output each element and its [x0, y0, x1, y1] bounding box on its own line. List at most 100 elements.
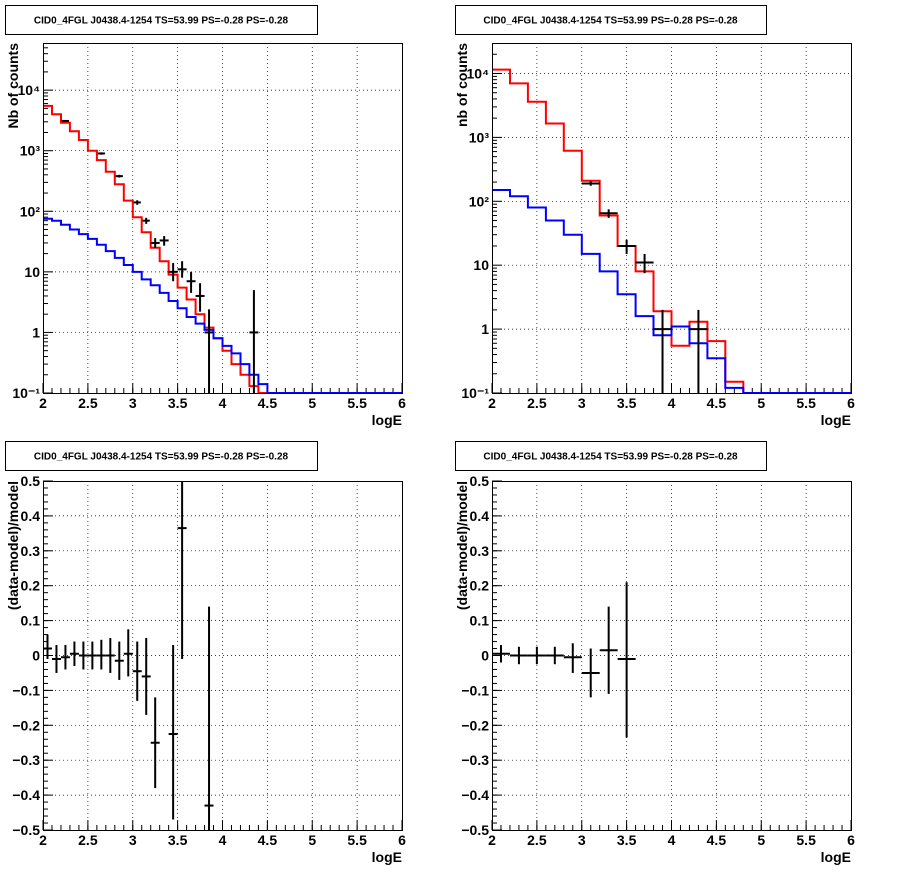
- data-point: [141, 638, 151, 715]
- x-tick-label: 2: [488, 832, 496, 848]
- x-tick-label: 3: [578, 395, 586, 411]
- x-tick-label: 3: [578, 832, 586, 848]
- data-point: [114, 641, 124, 680]
- data-point: [249, 290, 259, 393]
- data-point: [177, 481, 187, 659]
- data-point: [617, 239, 636, 254]
- chart-title: CID0_4FGL J0438.4-1254 TS=53.99 PS=-0.28…: [483, 16, 738, 27]
- y-tick-label: 10³: [469, 129, 490, 145]
- y-tick-label: −0.3: [12, 752, 40, 768]
- data-point: [186, 271, 196, 293]
- y-tick-label: 0.4: [470, 508, 490, 524]
- chart-panel-2: CID0_4FGL J0438.4-1254 TS=53.99 PS=-0.28…: [454, 5, 855, 428]
- y-tick-label: −0.2: [461, 717, 489, 733]
- data-point: [635, 253, 654, 274]
- data-point: [492, 645, 510, 663]
- data-point: [61, 119, 70, 122]
- x-tick-label: 2.5: [527, 832, 547, 848]
- y-tick-label: 0.3: [470, 543, 490, 559]
- data-point: [78, 641, 88, 670]
- y-tick-label: 10⁻¹: [12, 385, 40, 401]
- x-tick-label: 4: [219, 395, 227, 411]
- y-tick-label: 10⁴: [18, 82, 41, 98]
- data-point: [142, 217, 150, 224]
- chart-panel-3: CID0_4FGL J0438.4-1254 TS=53.99 PS=-0.28…: [5, 441, 406, 865]
- data-point: [150, 238, 160, 248]
- x-tick-label: 5.5: [796, 832, 816, 848]
- x-tick-label: 5.5: [347, 832, 367, 848]
- x-tick-label: 3: [129, 395, 137, 411]
- x-tick-label: 3.5: [617, 395, 637, 411]
- x-tick-label: 2.5: [527, 395, 547, 411]
- x-tick-label: 2.5: [78, 832, 98, 848]
- data-point: [599, 209, 618, 218]
- chart-title-box: [5, 441, 318, 471]
- y-tick-label: 10³: [20, 143, 41, 159]
- y-tick-label: −0.3: [461, 752, 489, 768]
- y-tick-label: −0.1: [461, 682, 489, 698]
- y-tick-label: 0.2: [470, 578, 490, 594]
- plot-frame: [43, 481, 403, 831]
- x-tick-label: 4.5: [707, 832, 727, 848]
- x-tick-label: 3.5: [168, 395, 188, 411]
- chart-title: CID0_4FGL J0438.4-1254 TS=53.99 PS=-0.28…: [34, 16, 289, 27]
- chart-title: CID0_4FGL J0438.4-1254 TS=53.99 PS=-0.28…: [34, 452, 289, 463]
- x-tick-label: 2.5: [78, 395, 98, 411]
- x-tick-label: 6: [847, 832, 855, 848]
- y-axis-title: (data-model)/model: [5, 481, 21, 610]
- x-axis-title: logE: [372, 412, 402, 428]
- chart-title-box: [455, 441, 767, 471]
- y-tick-label: 10⁻¹: [461, 385, 489, 401]
- chart-title: CID0_4FGL J0438.4-1254 TS=53.99 PS=-0.28…: [483, 452, 738, 463]
- y-tick-label: 0.1: [470, 613, 490, 629]
- x-tick-label: 4: [668, 832, 676, 848]
- data-point: [150, 697, 160, 789]
- data-point: [133, 200, 141, 205]
- x-tick-label: 4: [219, 832, 227, 848]
- y-tick-label: 1: [481, 321, 489, 337]
- chart-title-box: [5, 5, 318, 35]
- plot-frame: [43, 43, 403, 394]
- data-point: [69, 641, 79, 666]
- y-tick-label: −0.4: [461, 787, 489, 803]
- data-point: [204, 606, 214, 830]
- data-point: [689, 309, 708, 393]
- y-tick-label: 0: [32, 648, 40, 664]
- y-tick-label: −0.4: [12, 787, 40, 803]
- x-tick-label: 6: [398, 832, 406, 848]
- y-tick-label: −0.2: [12, 717, 40, 733]
- data-point: [581, 181, 600, 186]
- data-point: [527, 646, 546, 665]
- x-tick-label: 5: [308, 395, 316, 411]
- y-tick-label: 0.2: [21, 578, 41, 594]
- data-point: [653, 309, 672, 393]
- data-point: [563, 643, 582, 673]
- data-point: [195, 283, 205, 312]
- x-tick-label: 3.5: [168, 832, 188, 848]
- y-tick-label: −0.5: [461, 822, 489, 838]
- y-tick-label: −0.5: [12, 822, 40, 838]
- data-point: [51, 645, 61, 673]
- x-tick-label: 5.5: [796, 395, 816, 411]
- x-tick-label: 4.5: [707, 395, 727, 411]
- data-point: [96, 639, 106, 670]
- y-tick-label: 0.4: [21, 508, 41, 524]
- y-axis-title: Nb of counts: [5, 43, 21, 129]
- y-tick-label: 10⁴: [467, 65, 490, 81]
- x-tick-label: 2: [39, 832, 47, 848]
- x-tick-label: 6: [847, 395, 855, 411]
- y-axis-title: nb of counts: [454, 43, 470, 127]
- data-point: [43, 634, 52, 659]
- data-point: [177, 261, 187, 278]
- histogram-series-1: [43, 104, 402, 394]
- x-tick-label: 5.5: [347, 395, 367, 411]
- x-tick-label: 3: [129, 832, 137, 848]
- x-axis-title: logE: [821, 412, 851, 428]
- data-point: [204, 309, 214, 393]
- x-tick-label: 4.5: [258, 832, 278, 848]
- data-point: [545, 646, 564, 665]
- data-point: [132, 641, 142, 701]
- chart-panel-1: CID0_4FGL J0438.4-1254 TS=53.99 PS=-0.28…: [5, 5, 406, 428]
- data-point: [97, 152, 105, 155]
